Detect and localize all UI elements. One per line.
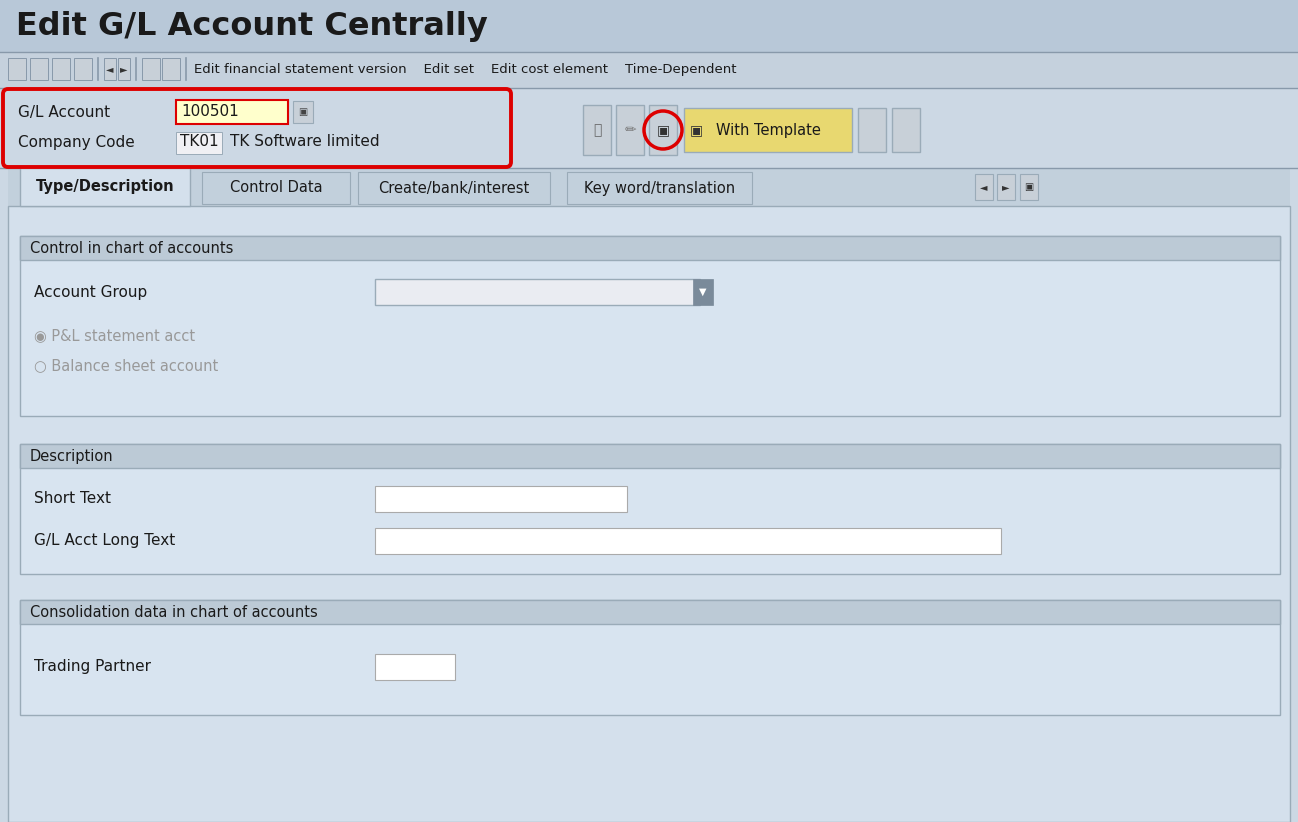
FancyBboxPatch shape [0,52,1298,88]
Text: Control Data: Control Data [230,181,322,196]
Text: ◄: ◄ [106,64,114,74]
Text: ▣: ▣ [657,123,670,137]
Text: ○ Balance sheet account: ○ Balance sheet account [34,358,218,373]
FancyBboxPatch shape [8,168,1290,208]
FancyBboxPatch shape [375,654,456,680]
Text: Description: Description [30,449,114,464]
Text: G/L Acct Long Text: G/L Acct Long Text [34,533,175,547]
Text: TK01: TK01 [179,135,218,150]
FancyBboxPatch shape [19,600,1280,715]
Text: ✏: ✏ [624,123,636,137]
FancyBboxPatch shape [892,108,920,152]
Text: G/L Account: G/L Account [18,104,110,119]
Text: Edit financial statement version    Edit set    Edit cost element    Time-Depend: Edit financial statement version Edit se… [193,63,736,76]
FancyBboxPatch shape [52,58,70,80]
FancyBboxPatch shape [375,528,1001,554]
Text: ▼: ▼ [700,287,706,297]
Text: Edit G/L Account Centrally: Edit G/L Account Centrally [16,11,488,41]
Text: Company Code: Company Code [18,135,135,150]
Text: With Template: With Template [715,122,820,137]
FancyBboxPatch shape [19,168,190,206]
FancyBboxPatch shape [0,88,1298,168]
FancyBboxPatch shape [177,132,222,154]
Text: Short Text: Short Text [34,491,112,506]
FancyBboxPatch shape [583,105,611,155]
FancyBboxPatch shape [162,58,180,80]
FancyBboxPatch shape [649,105,678,155]
Text: 🔍: 🔍 [593,123,601,137]
Text: ▣: ▣ [691,123,704,137]
FancyBboxPatch shape [858,108,887,152]
FancyBboxPatch shape [19,444,1280,468]
Text: Create/bank/interest: Create/bank/interest [379,181,530,196]
FancyBboxPatch shape [30,58,48,80]
FancyBboxPatch shape [358,172,550,204]
Text: ►: ► [121,64,127,74]
FancyBboxPatch shape [293,101,313,123]
FancyBboxPatch shape [693,279,713,305]
FancyBboxPatch shape [104,58,116,80]
FancyBboxPatch shape [375,486,627,512]
FancyBboxPatch shape [141,58,160,80]
FancyBboxPatch shape [118,58,130,80]
FancyBboxPatch shape [19,600,1280,624]
Text: Type/Description: Type/Description [35,179,174,195]
FancyBboxPatch shape [19,236,1280,260]
FancyBboxPatch shape [997,174,1015,200]
FancyBboxPatch shape [74,58,92,80]
FancyBboxPatch shape [0,0,1298,52]
FancyBboxPatch shape [567,172,752,204]
FancyBboxPatch shape [8,206,1290,822]
Text: 100501: 100501 [180,104,239,119]
Text: Consolidation data in chart of accounts: Consolidation data in chart of accounts [30,604,318,620]
Text: Control in chart of accounts: Control in chart of accounts [30,241,234,256]
Text: Key word/translation: Key word/translation [584,181,735,196]
Text: ◄: ◄ [980,182,988,192]
Text: TK Software limited: TK Software limited [230,135,379,150]
FancyBboxPatch shape [375,279,700,305]
Text: ◉ P&L statement acct: ◉ P&L statement acct [34,329,195,344]
FancyBboxPatch shape [202,172,350,204]
FancyBboxPatch shape [8,58,26,80]
Text: ▣: ▣ [1024,182,1033,192]
FancyBboxPatch shape [177,100,288,124]
FancyBboxPatch shape [1020,174,1038,200]
FancyBboxPatch shape [684,108,851,152]
Text: ►: ► [1002,182,1010,192]
Text: Account Group: Account Group [34,284,147,299]
FancyBboxPatch shape [19,236,1280,416]
FancyBboxPatch shape [19,444,1280,574]
Text: Trading Partner: Trading Partner [34,658,151,673]
Text: ▣: ▣ [299,107,308,117]
FancyBboxPatch shape [975,174,993,200]
FancyBboxPatch shape [617,105,644,155]
